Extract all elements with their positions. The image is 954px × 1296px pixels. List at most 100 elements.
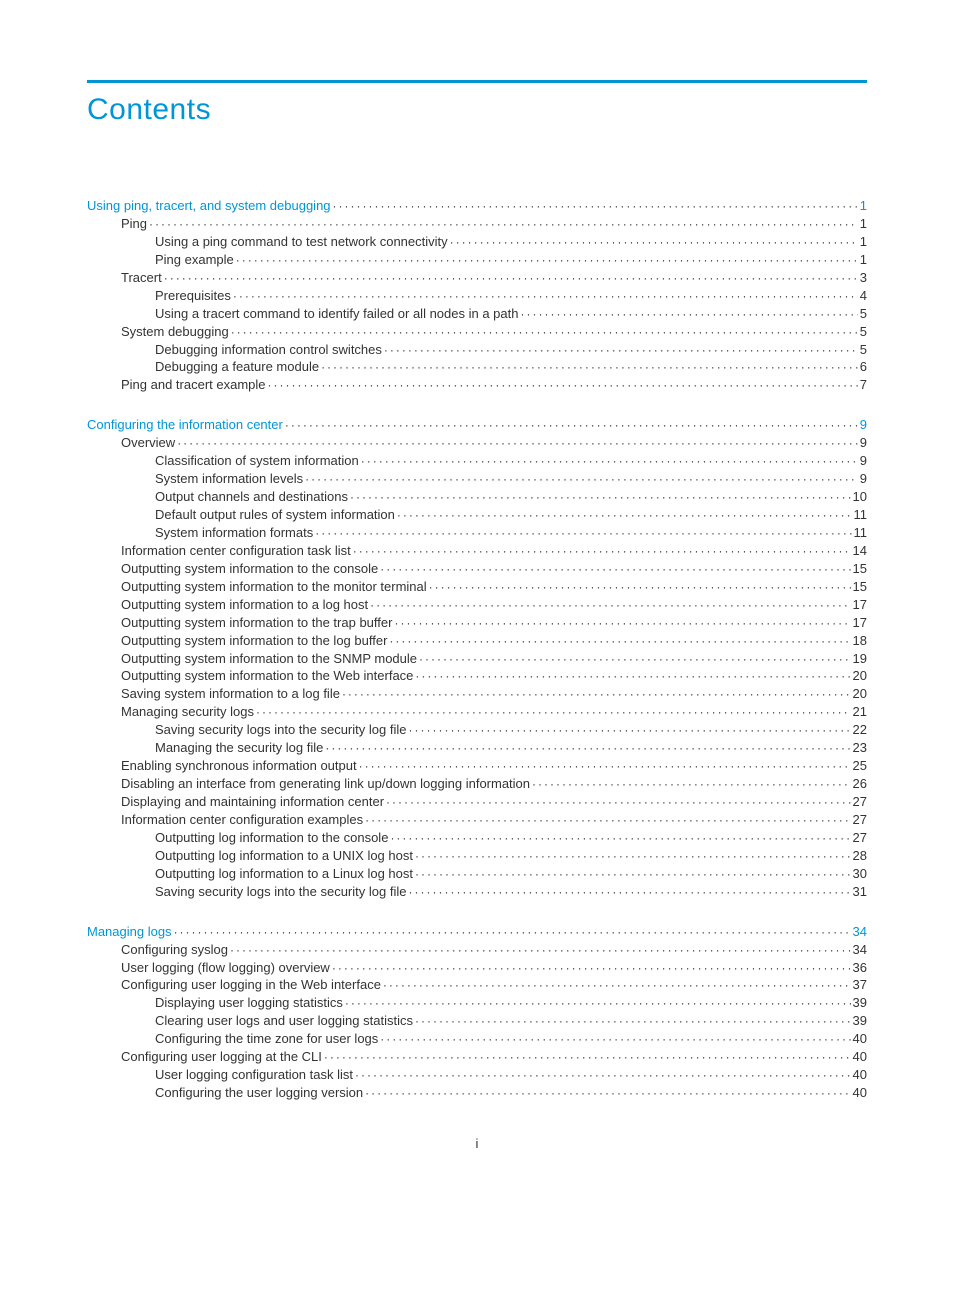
toc-entry[interactable]: Outputting system information to the Web… [87,667,867,685]
toc-entry[interactable]: Saving system information to a log file 2… [87,685,867,703]
toc-section-heading[interactable]: Managing logs34 [87,923,867,941]
toc-entry[interactable]: Classification of system information9 [87,452,867,470]
toc-entry-page: 9 [860,452,867,470]
toc-entry-label: Displaying and maintaining information c… [121,793,384,811]
toc-entry[interactable]: Debugging a feature module 6 [87,358,867,376]
toc-leader-dots [285,416,858,434]
toc-entry[interactable]: Information center configuration example… [87,811,867,829]
toc-entry-page: 10 [853,488,867,506]
toc-entry-page: 17 [853,614,867,632]
toc-entry[interactable]: User logging configuration task list40 [87,1066,867,1084]
toc-entry[interactable]: Overview9 [87,434,867,452]
toc-section-heading[interactable]: Configuring the information center9 [87,416,867,434]
toc-entry-page: 4 [860,287,867,305]
toc-entry-label: Debugging a feature module [155,358,319,376]
toc-entry-label: Outputting system information to a log h… [121,596,368,614]
toc-entry[interactable]: Managing security logs21 [87,703,867,721]
toc-entry-page: 5 [860,323,867,341]
toc-entry-label: Using ping, tracert, and system debuggin… [87,197,331,215]
toc-leader-dots [384,341,858,359]
toc-entry[interactable]: Outputting system information to the log… [87,632,867,650]
toc-entry[interactable]: Tracert3 [87,269,867,287]
toc-entry-page: 19 [853,650,867,668]
toc-entry[interactable]: Output channels and destinations10 [87,488,867,506]
toc-entry-page: 15 [853,560,867,578]
toc-entry[interactable]: Default output rules of system informati… [87,506,867,524]
toc-entry-page: 27 [853,793,867,811]
toc-entry-label: User logging (flow logging) overview [121,959,330,977]
toc-entry-label: Saving security logs into the security l… [155,883,406,901]
toc-leader-dots [359,757,851,775]
toc-entry-label: Disabling an interface from generating l… [121,775,530,793]
toc-entry[interactable]: System information formats11 [87,524,867,542]
toc-entry-label: Default output rules of system informati… [155,506,395,524]
toc-entry[interactable]: Disabling an interface from generating l… [87,775,867,793]
toc-entry-label: Saving system information to a log file [121,685,340,703]
toc-entry[interactable]: Managing the security log file23 [87,739,867,757]
toc-leader-dots [305,470,858,488]
toc-entry-label: Outputting log information to the consol… [155,829,388,847]
toc-entry[interactable]: Saving security logs into the security l… [87,721,867,739]
toc-entry[interactable]: Outputting log information to the consol… [87,829,867,847]
toc-entry[interactable]: System debugging5 [87,323,867,341]
toc-entry[interactable]: Configuring user logging at the CLI40 [87,1048,867,1066]
toc-entry-page: 39 [853,994,867,1012]
toc-leader-dots [415,1012,851,1030]
document-page: Contents Using ping, tracert, and system… [0,0,954,1191]
toc-entry-label: Outputting system information to the mon… [121,578,427,596]
toc-entry-page: 20 [853,685,867,703]
toc-entry[interactable]: Saving security logs into the security l… [87,883,867,901]
toc-leader-dots [429,578,851,596]
toc-entry-page: 6 [860,358,867,376]
toc-entry[interactable]: Outputting log information to a UNIX log… [87,847,867,865]
toc-entry[interactable]: Debugging information control switches5 [87,341,867,359]
toc-entry[interactable]: Displaying user logging statistics39 [87,994,867,1012]
toc-entry[interactable]: Outputting system information to the mon… [87,578,867,596]
toc-leader-dots [177,434,858,452]
toc-leader-dots [380,560,850,578]
toc-entry-page: 40 [853,1084,867,1102]
toc-leader-dots [332,959,851,977]
toc-entry[interactable]: Configuring the time zone for user logs4… [87,1030,867,1048]
toc-entry[interactable]: Outputting log information to a Linux lo… [87,865,867,883]
toc-leader-dots [355,1066,851,1084]
toc-entry-label: Prerequisites [155,287,231,305]
toc-entry[interactable]: Outputting system information to the con… [87,560,867,578]
toc-entry[interactable]: Configuring the user logging version40 [87,1084,867,1102]
toc-entry[interactable]: User logging (flow logging) overview36 [87,959,867,977]
toc-entry-page: 1 [860,197,867,215]
toc-entry-page: 9 [860,434,867,452]
toc-entry[interactable]: Configuring syslog34 [87,941,867,959]
toc-entry[interactable]: System information levels9 [87,470,867,488]
toc-entry[interactable]: Using a ping command to test network con… [87,233,867,251]
toc-entry[interactable]: Clearing user logs and user logging stat… [87,1012,867,1030]
toc-entry-label: Outputting log information to a Linux lo… [155,865,413,883]
toc-leader-dots [325,739,850,757]
toc-entry[interactable]: Outputting system information to a log h… [87,596,867,614]
toc-entry[interactable]: Using a tracert command to identify fail… [87,305,867,323]
toc-entry[interactable]: Ping1 [87,215,867,233]
toc-entry-label: Outputting system information to the Web… [121,667,413,685]
toc-entry[interactable]: Prerequisites 4 [87,287,867,305]
toc-entry[interactable]: Enabling synchronous information output2… [87,757,867,775]
page-number: i [87,1136,867,1151]
toc-leader-dots [345,994,851,1012]
toc-entry-label: Using a tracert command to identify fail… [155,305,518,323]
toc-entry[interactable]: Outputting system information to the tra… [87,614,867,632]
toc-entry[interactable]: Configuring user logging in the Web inte… [87,976,867,994]
toc-entry[interactable]: Ping example1 [87,251,867,269]
toc-entry[interactable]: Ping and tracert example7 [87,376,867,394]
toc-entry-label: Managing security logs [121,703,254,721]
toc-entry-label: Outputting system information to the tra… [121,614,392,632]
toc-entry-page: 39 [853,1012,867,1030]
toc-entry[interactable]: Displaying and maintaining information c… [87,793,867,811]
toc-section-heading[interactable]: Using ping, tracert, and system debuggin… [87,197,867,215]
toc-entry-page: 1 [860,215,867,233]
toc-leader-dots [236,251,858,269]
toc-entry[interactable]: Information center configuration task li… [87,542,867,560]
toc-entry-label: Information center configuration example… [121,811,363,829]
toc-entry[interactable]: Outputting system information to the SNM… [87,650,867,668]
toc-entry-page: 20 [853,667,867,685]
toc-entry-page: 30 [853,865,867,883]
toc-leader-dots [353,542,851,560]
